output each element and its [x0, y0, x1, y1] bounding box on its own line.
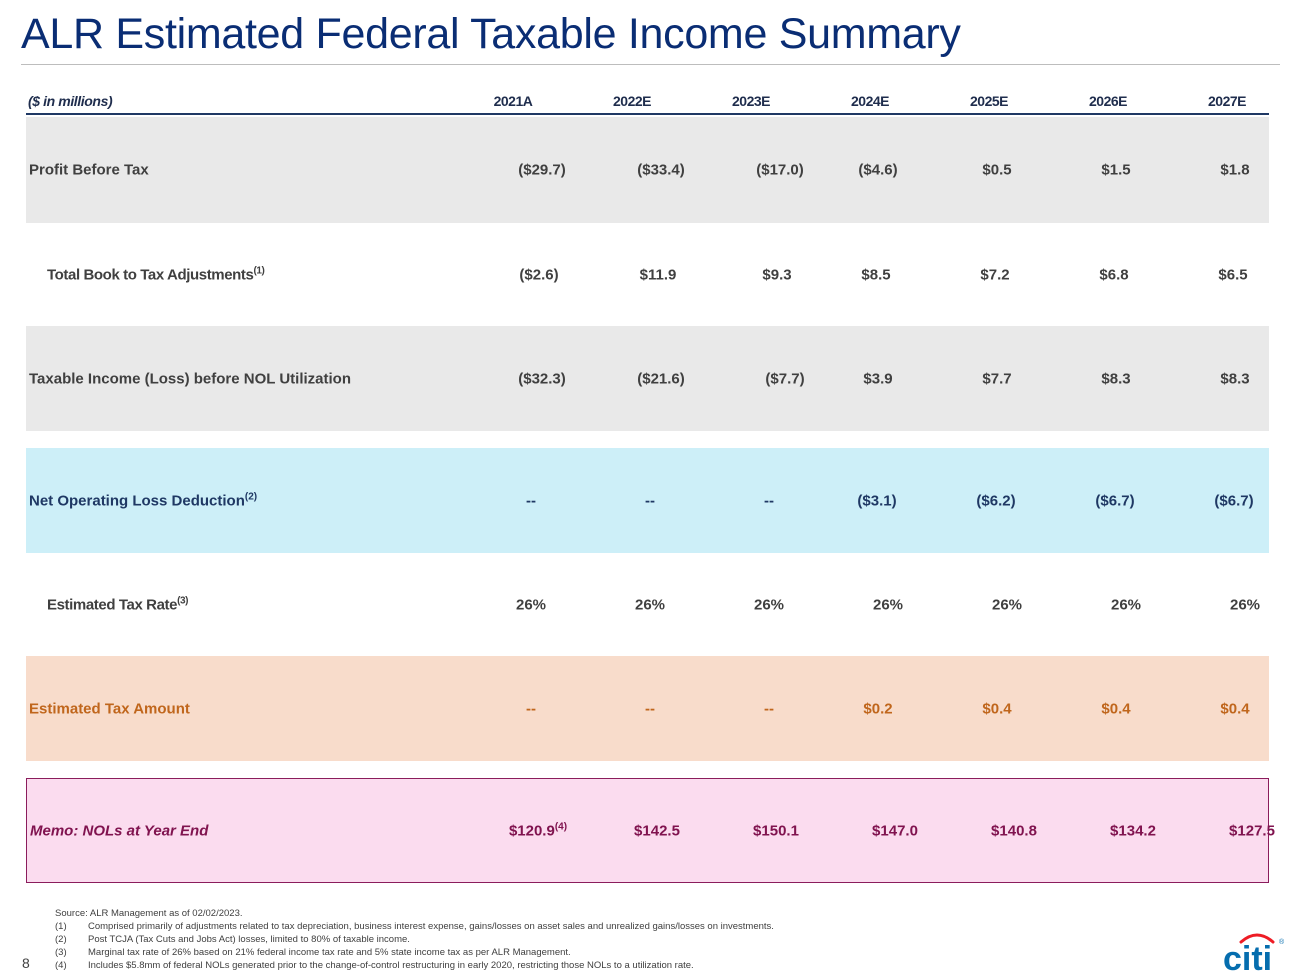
svg-text:citi: citi	[1223, 940, 1272, 972]
table-cell: --	[645, 700, 655, 717]
footnote-ref: (3)	[177, 595, 189, 606]
table-cell: $8.3	[1101, 370, 1131, 387]
svg-text:®: ®	[1279, 938, 1285, 946]
table-cell: 26%	[1229, 596, 1261, 613]
table-cell: $8.3	[1220, 370, 1250, 387]
table-row-tax-rate: Estimated Tax Rate(3) 26% 26% 26% 26% 26…	[26, 553, 1269, 656]
table-cell: $6.8	[1099, 266, 1129, 283]
table-cell: $1.8	[1220, 161, 1250, 179]
table-cell: ($6.2)	[976, 492, 1016, 509]
table-row-tax-amount: Estimated Tax Amount -- -- -- $0.2 $0.4 …	[26, 656, 1269, 761]
footnote: (4) Includes $5.8mm of federal NOLs gener…	[55, 960, 694, 971]
table-cell: $7.7	[982, 370, 1012, 387]
table-cell: $120.9(4)	[508, 821, 568, 840]
table-cell: 26%	[991, 596, 1023, 613]
table-cell: ($32.3)	[518, 370, 566, 387]
footnote: (3) Marginal tax rate of 26% based on 21%…	[55, 947, 571, 958]
table-cell: 26%	[872, 596, 904, 613]
footnote-ref: (1)	[253, 265, 265, 276]
table-cell: ($17.0)	[756, 161, 804, 179]
row-label: Estimated Tax Amount	[29, 700, 190, 717]
table-cell: 26%	[753, 596, 785, 613]
table-cell: ($7.7)	[765, 370, 805, 387]
table-header: ($ in millions) 2021A 2022E 2023E 2024E …	[26, 91, 1269, 115]
table-cell: $0.5	[982, 161, 1012, 179]
table-cell: $6.5	[1218, 266, 1248, 283]
footnote: (2) Post TCJA (Tax Cuts and Jobs Act) los…	[55, 934, 410, 945]
table-cell: ($2.6)	[519, 266, 559, 283]
table-cell: $0.4	[1220, 700, 1250, 717]
table-cell: $142.5	[634, 822, 680, 839]
year-header: 2025E	[970, 93, 1008, 109]
table-cell: ($6.7)	[1214, 492, 1254, 509]
table-cell: $150.1	[753, 822, 799, 839]
year-header: 2024E	[851, 93, 889, 109]
table-row-memo-nols: Memo: NOLs at Year End $120.9(4) $142.5 …	[26, 778, 1275, 883]
table-cell: $11.9	[639, 266, 677, 283]
row-label: Memo: NOLs at Year End	[30, 822, 209, 839]
year-header: 2026E	[1089, 93, 1127, 109]
table-cell: ($33.4)	[637, 161, 685, 179]
source-note: Source: ALR Management as of 02/02/2023.	[55, 908, 243, 919]
row-label: Estimated Tax Rate(3)	[47, 595, 189, 614]
table-cell: $9.3	[762, 266, 792, 283]
footnote-ref: (2)	[244, 491, 258, 502]
footnote: (1) Comprised primarily of adjustments re…	[55, 921, 774, 932]
table-cell: ($6.7)	[1095, 492, 1135, 509]
table-cell: --	[764, 492, 774, 509]
year-header: 2022E	[613, 93, 651, 109]
year-header: 2021A	[493, 93, 533, 109]
table-cell: $7.2	[980, 266, 1010, 283]
table-cell: 26%	[1110, 596, 1142, 613]
table-cell: $0.4	[1101, 700, 1131, 717]
table-row-profit-before-tax: Profit Before Tax ($29.7) ($33.4) ($17.0…	[26, 117, 1269, 223]
page-title: ALR Estimated Federal Taxable Income Sum…	[21, 10, 961, 58]
table-cell: --	[526, 492, 536, 509]
row-label: Total Book to Tax Adjustments(1)	[47, 265, 265, 284]
citi-logo: citi ®	[1223, 933, 1285, 972]
row-label: Taxable Income (Loss) before NOL Utiliza…	[29, 370, 351, 387]
table-cell: $140.8	[991, 822, 1037, 839]
table-cell: $127.5	[1229, 822, 1275, 839]
page-number: 8	[22, 955, 30, 971]
table-cell: ($3.1)	[857, 492, 897, 509]
table-cell: $147.0	[872, 822, 918, 839]
table-cell: 26%	[634, 596, 666, 613]
table-cell: ($4.6)	[858, 161, 898, 179]
table-cell: ($29.7)	[518, 161, 566, 179]
table-cell: --	[526, 700, 536, 717]
row-label: Profit Before Tax	[29, 161, 149, 179]
footnotes: Source: ALR Management as of 02/02/2023.…	[55, 907, 774, 972]
table-row-nol-deduction: Net Operating Loss Deduction(2) -- -- --…	[26, 448, 1269, 553]
table-cell: ($21.6)	[637, 370, 685, 387]
year-header: 2027E	[1208, 93, 1246, 109]
footnote-ref: (4)	[554, 821, 568, 832]
table-cell: --	[764, 700, 774, 717]
table-cell: 26%	[515, 596, 547, 613]
table-cell: $0.4	[982, 700, 1012, 717]
table-row-book-to-tax-adjustments: Total Book to Tax Adjustments(1) ($2.6) …	[26, 223, 1269, 326]
table-cell: $134.2	[1110, 822, 1156, 839]
row-label: Net Operating Loss Deduction(2)	[29, 491, 258, 510]
table-cell: $0.2	[863, 700, 893, 717]
year-header: 2023E	[732, 93, 770, 109]
units-label: ($ in millions)	[28, 93, 113, 109]
table-cell: $1.5	[1101, 161, 1131, 179]
table-row-taxable-income: Taxable Income (Loss) before NOL Utiliza…	[26, 326, 1269, 431]
title-divider	[21, 64, 1280, 65]
table-cell: $3.9	[863, 370, 893, 387]
table-cell: $8.5	[861, 266, 891, 283]
table-cell: --	[645, 492, 655, 509]
